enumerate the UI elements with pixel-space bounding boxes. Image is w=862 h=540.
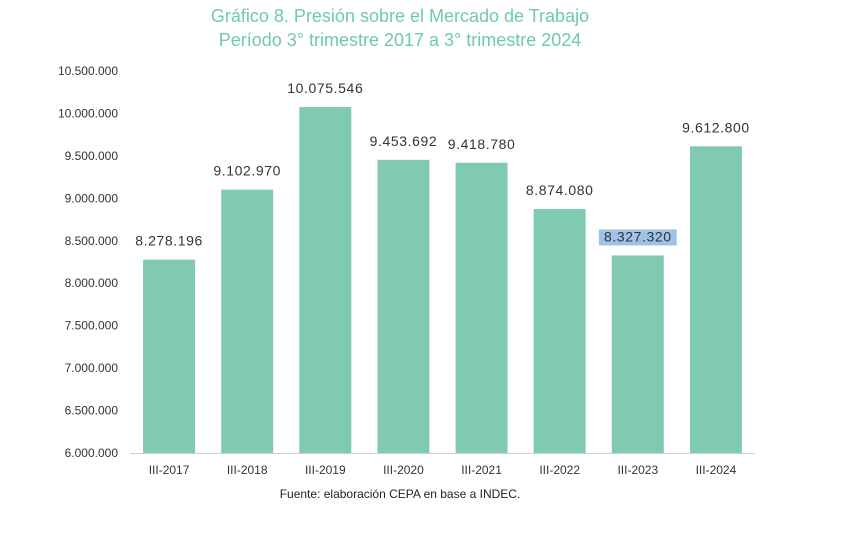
y-tick-label: 7.000.000 — [65, 361, 119, 375]
y-tick-label: 6.500.000 — [65, 404, 119, 418]
chart-title: Gráfico 8. Presión sobre el Mercado de T… — [210, 6, 590, 26]
x-tick-label: III-2021 — [461, 463, 502, 477]
bar-III-2019 — [299, 107, 352, 453]
data-label: 9.102.970 — [213, 163, 281, 179]
y-tick-label: 10.500.000 — [58, 64, 118, 78]
bar-III-2021 — [455, 162, 508, 453]
bar-III-2017 — [143, 259, 196, 453]
y-tick-label: 9.000.000 — [65, 191, 119, 205]
x-tick-label: III-2020 — [383, 463, 424, 477]
chart-subtitle: Período 3° trimestre 2017 a 3° trimestre… — [218, 30, 582, 50]
y-tick-label: 8.500.000 — [65, 234, 119, 248]
y-tick-label: 10.000.000 — [58, 106, 118, 120]
y-tick-label: 9.500.000 — [65, 149, 119, 163]
bar-III-2018 — [221, 189, 274, 453]
data-label: 10.075.546 — [287, 80, 363, 96]
data-label-highlight — [598, 229, 677, 246]
y-tick-label: 7.500.000 — [65, 319, 119, 333]
x-tick-label: III-2022 — [539, 463, 580, 477]
x-tick-label: III-2024 — [696, 463, 737, 477]
y-tick-label: 8.000.000 — [65, 276, 119, 290]
data-label: 9.453.692 — [370, 133, 438, 149]
x-tick-label: III-2017 — [149, 463, 190, 477]
data-label: 8.327.320 — [604, 228, 672, 244]
bar-III-2024 — [689, 146, 742, 453]
bar-III-2023 — [611, 255, 664, 453]
y-tick-label: 6.000.000 — [65, 446, 119, 460]
x-tick-label: III-2018 — [227, 463, 268, 477]
x-tick-label: III-2023 — [617, 463, 658, 477]
chart-title-block: Gráfico 8. Presión sobre el Mercado de T… — [0, 4, 800, 52]
data-label: 8.278.196 — [135, 233, 203, 249]
x-tick-label: III-2019 — [305, 463, 346, 477]
data-label: 8.874.080 — [526, 182, 594, 198]
data-label: 9.418.780 — [448, 136, 516, 152]
chart-source: Fuente: elaboración CEPA en base a INDEC… — [279, 487, 521, 501]
data-label: 9.612.800 — [682, 119, 750, 135]
bar-III-2020 — [377, 159, 430, 453]
bar-III-2022 — [533, 209, 586, 453]
